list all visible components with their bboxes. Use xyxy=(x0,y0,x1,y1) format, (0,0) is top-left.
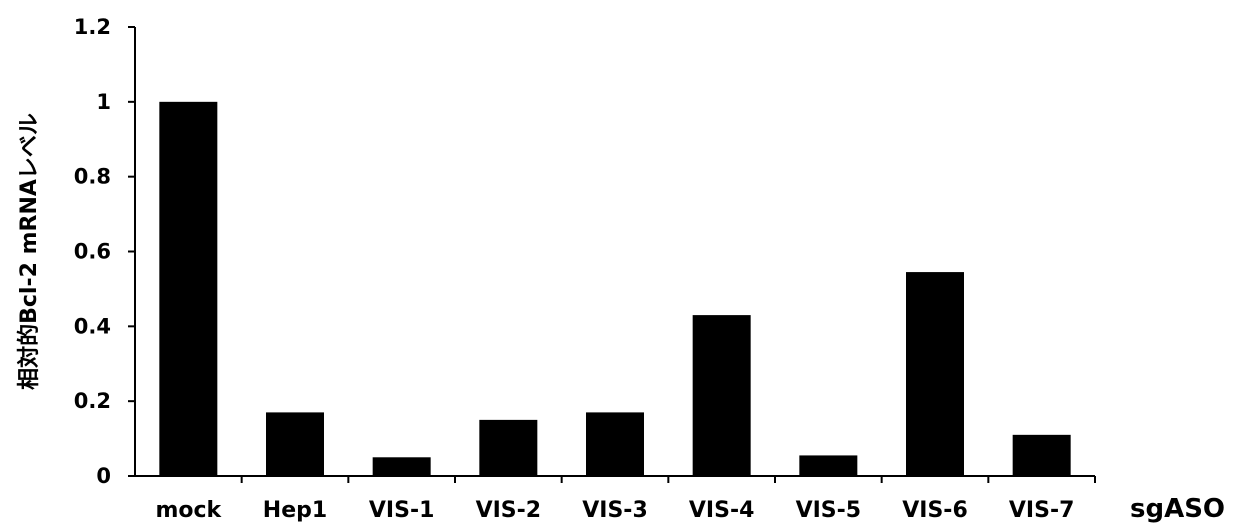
y-tick-label: 0 xyxy=(96,464,111,488)
x-category-label: VIS-3 xyxy=(582,498,648,523)
bar-vis-7 xyxy=(1012,434,1071,476)
x-axis-title: sgASO xyxy=(1130,494,1225,524)
y-axis-ticks: 0 0.2 0.4 0.6 0.8 1 1.2 xyxy=(74,15,135,488)
y-tick-label: 1 xyxy=(96,90,111,114)
y-axis-title: 相対的Bcl-2 mRNAレベル xyxy=(16,113,42,390)
bar-mock xyxy=(159,101,218,476)
bar-vis-5 xyxy=(799,455,858,476)
x-category-label: VIS-1 xyxy=(369,498,435,523)
bar-vis-2 xyxy=(479,419,538,476)
bar-vis-1 xyxy=(372,457,431,476)
x-axis-ticks xyxy=(240,476,1096,483)
y-tick-label: 0.8 xyxy=(74,165,111,189)
bar-hep1 xyxy=(266,412,324,476)
x-category-label: mock xyxy=(155,498,222,523)
bars xyxy=(159,101,1071,476)
x-axis-labels: mock Hep1 VIS-1 VIS-2 VIS-3 VIS-4 VIS-5 VIS-6 VI… xyxy=(155,498,1074,523)
y-tick-label: 0.6 xyxy=(74,240,111,264)
y-tick-label: 0.2 xyxy=(74,389,111,413)
x-category-label: VIS-5 xyxy=(796,498,862,523)
bar-vis-6 xyxy=(906,272,964,476)
x-category-label: VIS-6 xyxy=(902,498,968,523)
bar-vis-4 xyxy=(692,315,751,476)
x-category-label: VIS-7 xyxy=(1009,498,1075,523)
x-category-label: Hep1 xyxy=(263,498,327,523)
x-category-label: VIS-4 xyxy=(689,498,755,523)
y-tick-label: 1.2 xyxy=(74,15,111,39)
y-tick-label: 0.4 xyxy=(74,314,111,338)
x-category-label: VIS-2 xyxy=(476,498,542,523)
bar-vis-3 xyxy=(586,412,644,476)
